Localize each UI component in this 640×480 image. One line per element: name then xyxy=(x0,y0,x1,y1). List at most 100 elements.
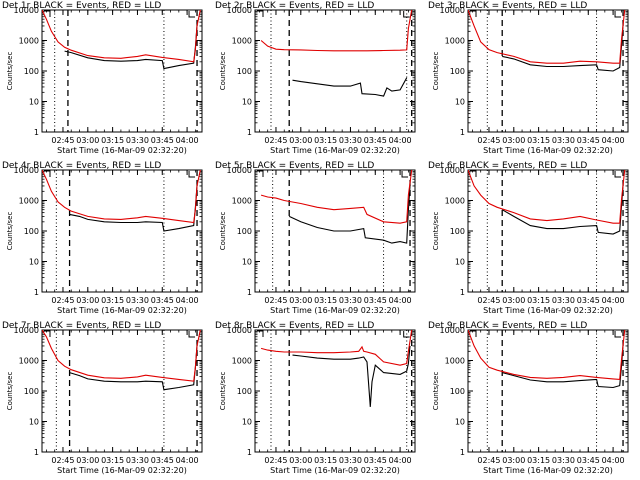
series-events-line xyxy=(64,25,198,70)
plot-frame xyxy=(254,329,416,453)
chart-panel-1: Det 1r BLACK = Events, RED = LLD 1 10 100 10… xyxy=(2,1,203,155)
y-axis-label: Counts/sec xyxy=(219,212,227,251)
y-tick-label: 1 xyxy=(247,448,252,457)
series-lld-line xyxy=(260,10,413,52)
x-tick-label: 04:00 xyxy=(176,296,199,305)
y-tick-label: 100 xyxy=(24,67,39,76)
chart-title: Det 1r BLACK = Events, RED = LLD xyxy=(2,1,161,11)
x-tick-label: 03:00 xyxy=(76,456,99,465)
x-tick-label: 02:45 xyxy=(477,296,500,305)
start-flag-marker xyxy=(470,330,477,337)
x-tick-label: 03:15 xyxy=(101,456,124,465)
x-tick-label: 03:45 xyxy=(364,296,387,305)
series-events-line xyxy=(69,345,198,391)
y-tick-label: 1000 xyxy=(232,357,252,366)
end-flag-marker xyxy=(188,171,196,178)
y-axis-label: Counts/sec xyxy=(219,372,227,411)
x-tick-label: 02:45 xyxy=(51,296,74,305)
chart-panel-9: Det 9r BLACK = Events, RED = LLD 1 10 100 10… xyxy=(428,321,629,475)
x-axis-label: Start Time (16-Mar-09 02:32:20) xyxy=(483,306,613,315)
chart-title: Det 9r BLACK = Events, RED = LLD xyxy=(428,321,587,331)
y-tick-label: 10 xyxy=(455,258,465,267)
y-tick-label: 10 xyxy=(455,98,465,107)
series-lld-line xyxy=(42,170,201,224)
chart-panel-5: Det 5r BLACK = Events, RED = LLD 1 10 100 10… xyxy=(215,161,416,315)
y-tick-label: 10000 xyxy=(227,6,252,15)
x-tick-label: 03:45 xyxy=(364,456,387,465)
x-axis-label: Start Time (16-Mar-09 02:32:20) xyxy=(57,466,187,475)
y-tick-label: 1 xyxy=(460,448,465,457)
x-tick-label: 03:00 xyxy=(289,456,312,465)
x-tick-label: 03:45 xyxy=(577,296,600,305)
series-events-line xyxy=(292,77,408,97)
x-tick-label: 03:30 xyxy=(552,456,575,465)
y-tick-label: 1000 xyxy=(19,37,39,46)
x-tick-label: 04:00 xyxy=(176,136,199,145)
y-tick-label: 1000 xyxy=(19,357,39,366)
y-tick-label: 1000 xyxy=(445,37,465,46)
y-tick-label: 100 xyxy=(450,227,465,236)
x-axis-label: Start Time (16-Mar-09 02:32:20) xyxy=(270,146,400,155)
chart-panel-2: Det 2r BLACK = Events, RED = LLD 1 10 100 10… xyxy=(215,1,416,155)
y-tick-label: 10000 xyxy=(440,6,465,15)
y-tick-label: 10 xyxy=(242,98,252,107)
x-tick-label: 03:15 xyxy=(527,456,550,465)
x-tick-label: 03:15 xyxy=(314,136,337,145)
y-tick-label: 10000 xyxy=(227,326,252,335)
y-tick-label: 100 xyxy=(24,387,39,396)
x-tick-label: 03:15 xyxy=(101,136,124,145)
x-tick-label: 03:15 xyxy=(314,296,337,305)
chart-panel-8: Det 8r BLACK = Events, RED = LLD 1 10 100 10… xyxy=(215,321,416,475)
x-tick-label: 02:45 xyxy=(477,136,500,145)
y-tick-label: 1000 xyxy=(232,37,252,46)
series-events-line xyxy=(501,185,624,235)
x-tick-label: 04:00 xyxy=(602,456,625,465)
x-axis-label: Start Time (16-Mar-09 02:32:20) xyxy=(483,146,613,155)
chart-title: Det 7r BLACK = Events, RED = LLD xyxy=(2,321,161,331)
y-tick-label: 10000 xyxy=(440,326,465,335)
chart-title: Det 5r BLACK = Events, RED = LLD xyxy=(215,161,374,171)
y-axis-label: Counts/sec xyxy=(432,52,440,91)
x-tick-label: 03:45 xyxy=(577,136,600,145)
y-axis-label: Counts/sec xyxy=(432,212,440,251)
end-flag-marker xyxy=(614,171,622,178)
x-tick-label: 03:45 xyxy=(577,456,600,465)
x-tick-label: 03:00 xyxy=(289,136,312,145)
chart-panel-4: Det 4r BLACK = Events, RED = LLD 1 10 100 10… xyxy=(2,161,203,315)
y-axis-label: Counts/sec xyxy=(6,52,14,91)
series-lld-line xyxy=(468,170,626,224)
series-events-line xyxy=(288,185,411,244)
plot-frame xyxy=(41,169,203,293)
x-axis-label: Start Time (16-Mar-09 02:32:20) xyxy=(270,466,400,475)
start-flag-marker xyxy=(470,10,477,17)
x-axis-label: Start Time (16-Mar-09 02:32:20) xyxy=(57,306,187,315)
y-tick-label: 1000 xyxy=(232,197,252,206)
y-tick-label: 1 xyxy=(247,288,252,297)
series-lld-line xyxy=(260,330,413,366)
x-axis-label: Start Time (16-Mar-09 02:32:20) xyxy=(270,306,400,315)
y-tick-label: 100 xyxy=(450,67,465,76)
y-tick-label: 1 xyxy=(247,128,252,137)
series-lld-line xyxy=(42,10,201,63)
chart-panel-3: Det 3r BLACK = Events, RED = LLD 1 10 100 10… xyxy=(428,1,629,155)
y-tick-label: 1 xyxy=(460,288,465,297)
plot-frame xyxy=(467,169,629,293)
y-tick-label: 1 xyxy=(34,448,39,457)
y-tick-label: 1000 xyxy=(445,197,465,206)
x-tick-label: 03:45 xyxy=(151,136,174,145)
chart-title: Det 3r BLACK = Events, RED = LLD xyxy=(428,1,587,11)
end-flag-marker xyxy=(614,11,622,18)
y-tick-label: 100 xyxy=(237,227,252,236)
plot-frame xyxy=(41,9,203,133)
x-tick-label: 03:30 xyxy=(339,296,362,305)
plot-frame xyxy=(254,9,416,133)
end-flag-marker xyxy=(188,331,196,338)
x-tick-label: 03:15 xyxy=(527,296,550,305)
start-flag-marker xyxy=(257,170,264,177)
start-flag-marker xyxy=(257,10,264,17)
y-tick-label: 1 xyxy=(34,288,39,297)
x-tick-label: 03:30 xyxy=(126,296,149,305)
x-tick-label: 03:00 xyxy=(502,136,525,145)
end-flag-marker xyxy=(403,11,410,18)
